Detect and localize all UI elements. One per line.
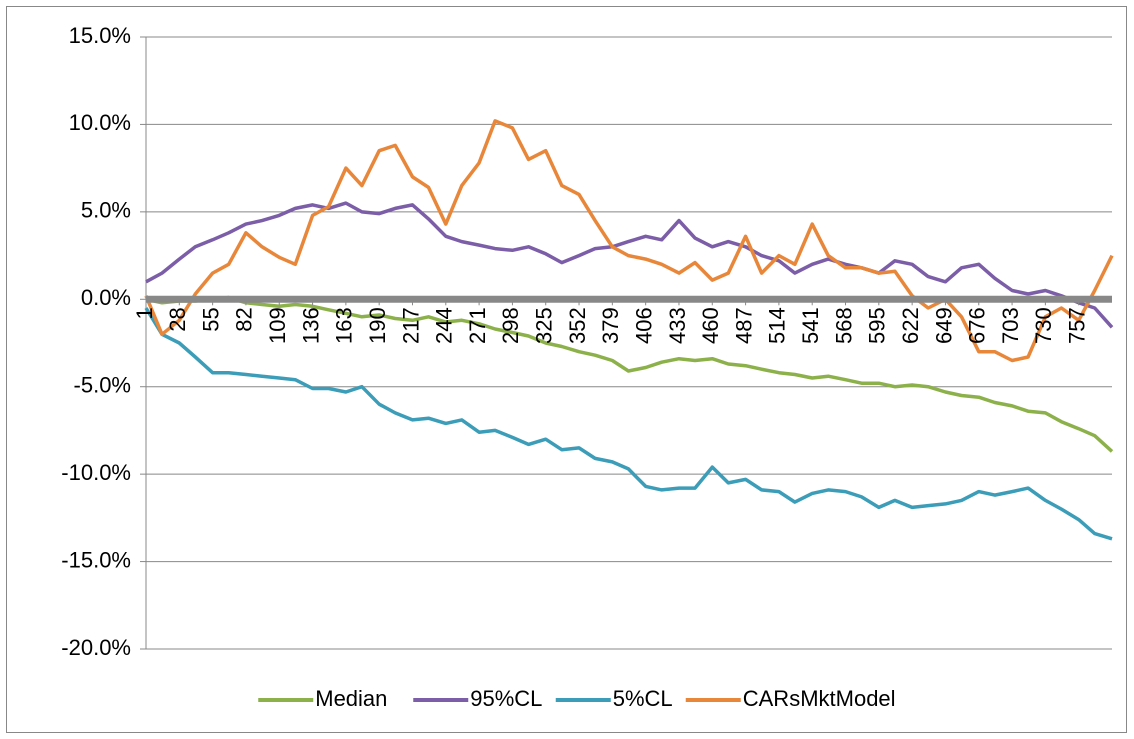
series-line: [144, 119, 1114, 363]
x-tick-label: 82: [232, 307, 257, 331]
y-tick-label: -5.0%: [74, 373, 131, 398]
x-tick-label: 649: [931, 307, 956, 344]
x-tick-label: 190: [365, 307, 390, 344]
y-tick-label: 10.0%: [69, 110, 131, 135]
legend-label: 5%CL: [613, 686, 673, 711]
x-tick-label: 406: [631, 307, 656, 344]
x-tick-label: 541: [798, 307, 823, 344]
y-tick-label: -20.0%: [61, 635, 131, 660]
x-tick-label: 163: [332, 307, 357, 344]
y-tick-label: 5.0%: [81, 198, 131, 223]
legend-label: CARsMktModel: [743, 686, 896, 711]
x-tick-label: 28: [165, 307, 190, 331]
x-tick-label: 514: [765, 307, 790, 344]
legend-label: Median: [315, 686, 387, 711]
series-line: [144, 307, 1113, 541]
x-tick-label: 460: [698, 307, 723, 344]
series-line: [145, 295, 1114, 453]
x-tick-label: 730: [1031, 307, 1056, 344]
x-tick-label: 55: [198, 307, 223, 331]
x-tick-label: 109: [265, 307, 290, 344]
series-line: [145, 201, 1114, 329]
x-tick-label: 352: [565, 307, 590, 344]
x-tick-label: 379: [598, 307, 623, 344]
y-tick-label: 15.0%: [69, 23, 131, 48]
y-tick-label: 0.0%: [81, 285, 131, 310]
x-tick-label: 217: [398, 307, 423, 344]
x-tick-label: 595: [865, 307, 890, 344]
x-tick-label: 271: [465, 307, 490, 344]
x-tick-label: 244: [432, 307, 457, 344]
x-tick-label: 298: [498, 307, 523, 344]
legend-label: 95%CL: [470, 686, 542, 711]
x-tick-label: 325: [532, 307, 557, 344]
x-tick-label: 568: [831, 307, 856, 344]
x-tick-label: 757: [1065, 307, 1090, 344]
y-tick-label: -10.0%: [61, 460, 131, 485]
x-tick-label: 433: [665, 307, 690, 344]
x-tick-label: 136: [298, 307, 323, 344]
x-tick-label: 487: [731, 307, 756, 344]
x-tick-label: 1: [132, 307, 157, 319]
x-tick-label: 703: [998, 307, 1023, 344]
x-tick-label: 622: [898, 307, 923, 344]
x-tick-label: 676: [965, 307, 990, 344]
y-tick-label: -15.0%: [61, 547, 131, 572]
chart-border: [6, 6, 1127, 733]
